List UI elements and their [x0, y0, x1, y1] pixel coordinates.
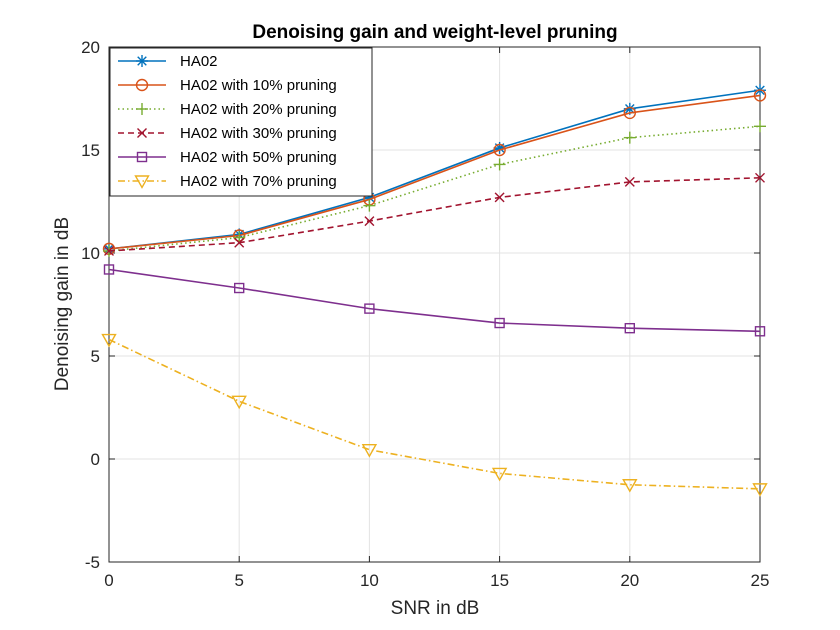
data-point — [101, 333, 117, 348]
x-tick-label: 10 — [360, 571, 379, 590]
legend: HA02 HA02 with 10% pruning HA02 with 20% p… — [109, 47, 373, 197]
data-point — [624, 322, 635, 334]
data-point — [754, 326, 766, 337]
legend-box — [109, 47, 373, 197]
x-tick-label: 15 — [490, 571, 509, 590]
series-layer — [101, 84, 768, 497]
y-tick-label: 0 — [91, 450, 100, 469]
legend-item: HA02 with 10% pruning — [118, 77, 337, 94]
legend-item: HA02 — [118, 53, 218, 70]
data-point — [622, 479, 638, 493]
y-tick-label: -5 — [85, 553, 100, 572]
data-point — [753, 89, 767, 102]
y-tick-label: 5 — [91, 347, 100, 366]
legend-item: HA02 with 70% pruning — [118, 173, 337, 190]
data-point — [363, 199, 376, 212]
data-point — [623, 106, 636, 120]
legend-marker — [135, 78, 149, 92]
data-point — [233, 231, 246, 244]
plot-area — [108, 46, 761, 563]
data-point — [493, 143, 506, 157]
legend-marker — [134, 175, 150, 189]
data-point — [493, 158, 506, 171]
data-point — [623, 131, 636, 144]
series-line — [108, 94, 761, 250]
legend-item: HA02 with 20% pruning — [118, 101, 337, 118]
series-2 — [103, 120, 766, 257]
legend-label: HA02 — [180, 53, 218, 70]
data-point — [233, 282, 245, 294]
data-point — [361, 444, 378, 458]
legend-marker — [136, 55, 148, 67]
series-3 — [104, 172, 765, 256]
x-tick-label: 5 — [234, 571, 243, 590]
series-5 — [101, 333, 768, 497]
data-point — [231, 395, 247, 410]
data-point — [624, 176, 635, 187]
legend-item: HA02 with 50% pruning — [118, 149, 337, 166]
data-point — [104, 245, 114, 256]
data-point — [234, 237, 245, 248]
series-line — [108, 338, 761, 490]
y-tick-label: 15 — [81, 141, 100, 160]
chart-title: Denoising gain and weight-level pruning — [252, 22, 617, 43]
y-axis-label: Denoising gain in dB — [52, 217, 73, 391]
data-point — [755, 172, 765, 183]
series-line — [108, 268, 761, 333]
series-4 — [103, 264, 766, 337]
data-point — [494, 192, 505, 203]
legend-marker — [136, 103, 148, 115]
legend-item: HA02 with 30% pruning — [118, 125, 337, 142]
data-point — [364, 303, 375, 314]
series-line — [108, 125, 761, 252]
legend-marker — [136, 151, 148, 163]
x-tick-label: 20 — [620, 571, 639, 590]
data-point — [364, 216, 375, 227]
x-tick-label: 0 — [104, 571, 113, 590]
data-point — [491, 467, 508, 482]
legend-label: HA02 with 50% pruning — [180, 149, 337, 166]
legend-label: HA02 with 20% pruning — [180, 101, 337, 118]
data-point — [103, 264, 115, 275]
data-point — [494, 317, 505, 329]
y-tick-label: 20 — [81, 38, 100, 57]
data-point — [754, 120, 766, 133]
legend-label: HA02 with 30% pruning — [180, 125, 337, 142]
series-line — [108, 89, 761, 250]
y-tick-label: 10 — [81, 244, 100, 263]
x-tick-label: 25 — [751, 571, 770, 590]
legend-marker — [137, 128, 147, 138]
legend-label: HA02 with 10% pruning — [180, 77, 337, 94]
x-axis-label: SNR in dB — [391, 598, 480, 619]
legend-label: HA02 with 70% pruning — [180, 173, 337, 190]
data-point — [752, 483, 768, 497]
